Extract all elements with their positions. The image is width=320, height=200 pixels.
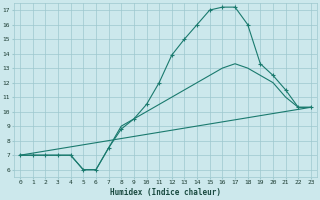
X-axis label: Humidex (Indice chaleur): Humidex (Indice chaleur) [110,188,221,197]
